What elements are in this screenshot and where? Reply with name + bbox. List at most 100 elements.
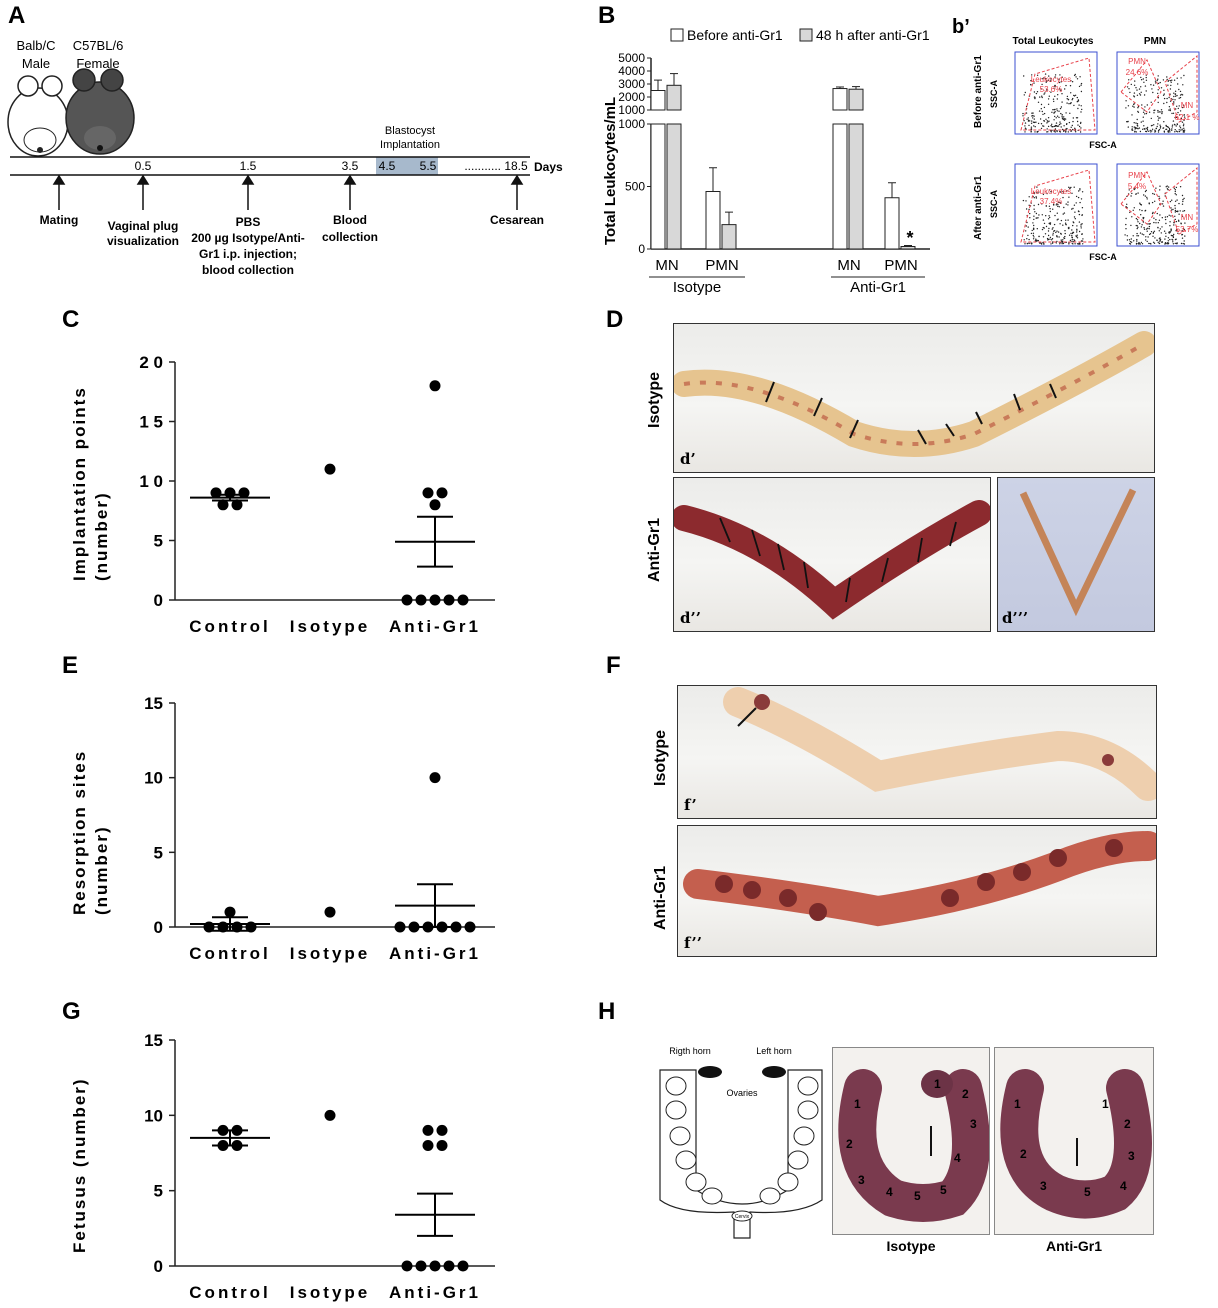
flow-event-dot <box>1171 235 1174 237</box>
flow-event-dot <box>1059 121 1061 123</box>
flow-event-dot <box>1054 76 1056 78</box>
flow-event-dot <box>1182 129 1184 132</box>
flow-event-dot <box>1126 86 1129 88</box>
flow-event-dot <box>1028 124 1030 127</box>
flow-gate-mn <box>1164 166 1198 235</box>
flow-event-dot <box>1155 222 1157 224</box>
x-tick-label: Isotype <box>290 1283 371 1302</box>
b-bar-lower <box>666 123 682 250</box>
flow-event-dot <box>1070 186 1072 189</box>
flow-event-dot <box>1130 224 1132 227</box>
data-point <box>422 1139 434 1151</box>
flow-event-dot <box>1168 109 1170 111</box>
flow-event-dot <box>1137 192 1139 194</box>
flow-event-dot <box>1163 93 1165 95</box>
flow-event-dot <box>1183 123 1185 125</box>
flow-event-dot <box>1024 131 1026 133</box>
flow-event-dot <box>1137 110 1139 113</box>
x-tick-label: Anti-Gr1 <box>389 944 481 963</box>
flow-event-dot <box>1168 129 1171 131</box>
flow-event-dot <box>1163 230 1166 232</box>
flow-event-dot <box>1033 208 1035 210</box>
flow-event-dot <box>1184 222 1186 224</box>
flow-event-dot <box>1035 212 1038 215</box>
flow-event-dot <box>1176 123 1179 126</box>
data-point <box>429 594 441 606</box>
flow-event-dot <box>1073 204 1076 206</box>
flow-event-dot <box>1129 242 1131 245</box>
flow-event-dot <box>1170 228 1172 230</box>
flow-event-dot <box>1148 228 1150 230</box>
flow-event-dot <box>1072 117 1074 119</box>
flow-event-dot <box>1031 229 1033 232</box>
flow-event-dot <box>1076 117 1079 119</box>
flow-event-dot <box>1127 126 1129 128</box>
flow-gate <box>1020 169 1096 243</box>
flow-event-dot <box>1044 233 1047 235</box>
flow-event-dot <box>1037 101 1040 104</box>
flow-event-dot <box>1069 85 1072 87</box>
flow-event-dot <box>1152 231 1155 234</box>
flow-event-dot <box>1069 187 1071 190</box>
flow-event-dot <box>1037 122 1040 125</box>
flow-event-dot <box>1066 190 1068 192</box>
flow-event-dot <box>1047 230 1050 232</box>
flow-event-dot <box>1133 95 1135 97</box>
flow-event-dot <box>1181 93 1183 96</box>
flow-event-dot <box>1157 101 1159 104</box>
flow-event-dot <box>1035 92 1038 95</box>
flow-event-dot <box>1151 128 1154 130</box>
flow-event-dot <box>1172 241 1174 243</box>
flow-event-dot <box>1142 78 1144 80</box>
event-mating: Mating <box>40 213 79 227</box>
flow-event-dot <box>1150 131 1152 133</box>
flow-event-dot <box>1129 241 1132 243</box>
flow-event-dot <box>1147 227 1149 229</box>
flow-event-dot <box>1068 226 1070 229</box>
flow-event-dot <box>1035 196 1037 198</box>
flow-event-dot <box>1063 237 1066 240</box>
flow-event-dot <box>1159 228 1161 230</box>
flow-event-dot <box>1135 87 1137 89</box>
gate-4-name: PMN <box>1128 171 1146 180</box>
flow-event-dot <box>1178 220 1180 222</box>
data-point <box>324 906 336 918</box>
flow-event-dot <box>1125 107 1127 109</box>
data-point <box>231 499 243 511</box>
flow-event-dot <box>1183 228 1185 231</box>
y-tick-label: 2 0 <box>139 353 163 372</box>
flow-event-dot <box>1165 128 1167 131</box>
flow-event-dot <box>1036 217 1038 219</box>
data-point <box>436 487 448 499</box>
flow-event-dot <box>1080 225 1082 227</box>
scatter-chart-g: Fetusus (number) 0 5 10 15 Control Isotype Anti… <box>70 1031 495 1302</box>
flow-event-dot <box>1133 106 1135 108</box>
implantation-label-2: Implantation <box>380 139 440 151</box>
b-bar <box>848 88 864 111</box>
flow-event-dot <box>1150 101 1152 104</box>
flow-event-dot <box>1167 186 1170 188</box>
flow-event-dot <box>1065 112 1067 114</box>
flow-event-dot <box>1043 243 1045 245</box>
female-strain: C57BL/6 <box>73 38 124 53</box>
flow-event-dot <box>1041 83 1043 86</box>
flow-event-dot <box>1048 227 1050 230</box>
flow-event-dot <box>1142 128 1144 130</box>
flow-event-dot <box>1030 122 1033 125</box>
flow-event-dot <box>1036 192 1038 194</box>
panel-letter-b: B <box>598 2 616 29</box>
flow-event-dot <box>1144 195 1147 197</box>
flow-event-dot <box>1172 243 1175 245</box>
flow-event-dot <box>1159 237 1161 239</box>
flow-event-dot <box>1138 127 1141 129</box>
flow-event-dot <box>1126 121 1129 123</box>
gate-4b-pct: 53.7% <box>1176 225 1199 234</box>
flow-event-dot <box>1182 242 1184 245</box>
flow-event-dot <box>1134 80 1136 82</box>
iso-num-r2: 2 <box>962 1087 969 1101</box>
flow-event-dot <box>1159 238 1162 241</box>
flow-event-dot <box>1174 209 1177 212</box>
flow-event-dot <box>1079 243 1081 245</box>
flow-event-dot <box>1068 243 1070 245</box>
flow-event-dot <box>1157 97 1159 99</box>
